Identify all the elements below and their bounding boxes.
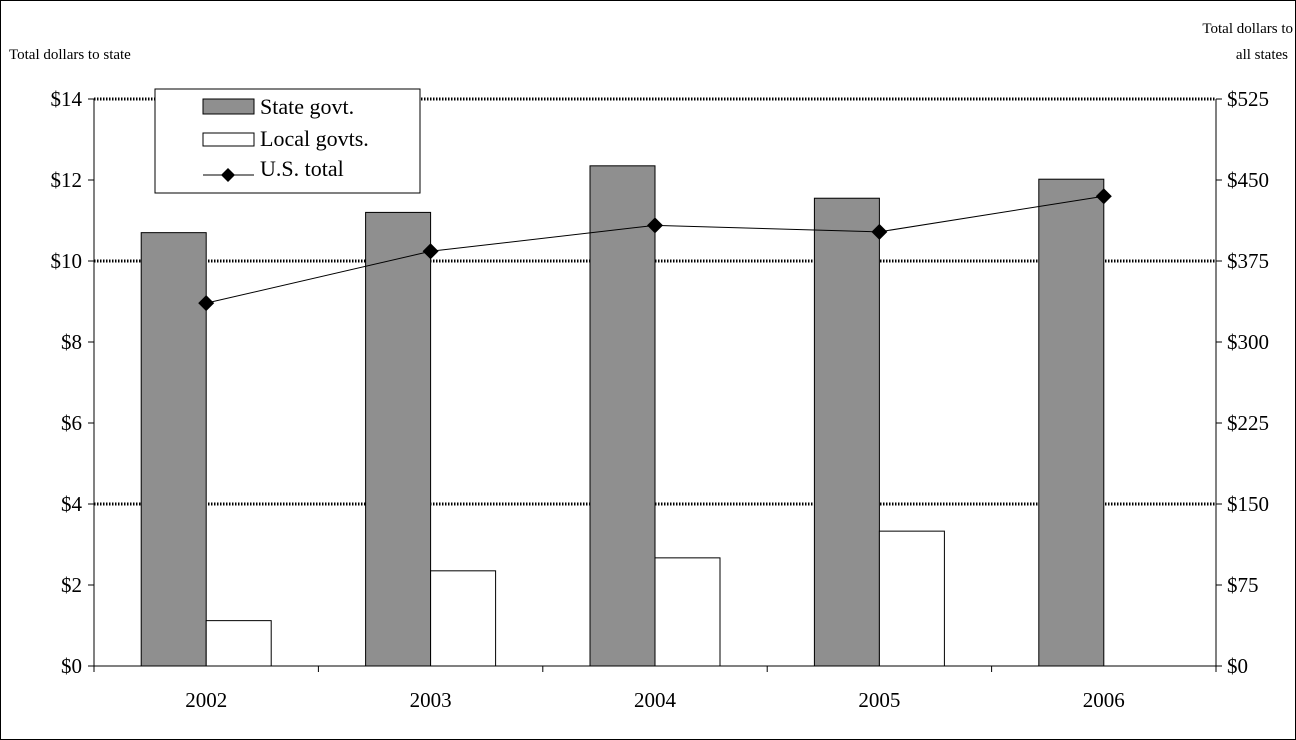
x-tick-label-2002: 2002 xyxy=(185,688,227,712)
left-tick-label-0: $0 xyxy=(61,654,82,678)
bar-local-govts-2002 xyxy=(205,620,272,667)
legend-swatch-local-govts xyxy=(202,132,255,147)
us-total-point-2006 xyxy=(1095,188,1112,205)
left-tick-label-4: $8 xyxy=(61,330,82,354)
right-tick-label-2: $150 xyxy=(1227,492,1269,516)
legend: State govt. Local govts. U.S. total xyxy=(154,88,421,194)
x-tick-label-2006: 2006 xyxy=(1083,688,1125,712)
bar-local-govts-2005 xyxy=(878,530,945,667)
us-total-point-2004 xyxy=(647,217,663,234)
legend-box xyxy=(154,88,421,194)
left-tick-label-5: $10 xyxy=(51,249,83,273)
left-tick-label-6: $12 xyxy=(51,168,83,192)
legend-swatch-state-govt xyxy=(202,98,255,115)
x-tick-label-2003: 2003 xyxy=(410,688,452,712)
legend-label-us-total: U.S. total xyxy=(260,156,344,181)
us-total-line xyxy=(198,188,1112,312)
legend-label-state-govt: State govt. xyxy=(260,94,354,119)
tick-labels: $0 $2 $4 $6 $8 $10 $12 $14 $0 $75 $150 $225 $300 $375… xyxy=(51,87,1270,712)
x-tick-label-2004: 2004 xyxy=(634,688,677,712)
bar-state-govt-2003 xyxy=(365,211,432,667)
left-tick-label-2: $4 xyxy=(61,492,83,516)
bar-state-govt-2006 xyxy=(1038,178,1105,667)
x-tick-label-2005: 2005 xyxy=(858,688,900,712)
bar-local-govts-2003 xyxy=(430,570,497,667)
right-axis-label-line-2: all states xyxy=(1236,47,1288,63)
bar-state-govt-2004 xyxy=(589,165,656,667)
bar-state-govt-2005 xyxy=(813,197,880,667)
axes xyxy=(88,98,1222,672)
legend-marker-us-total xyxy=(221,168,235,182)
right-tick-label-3: $225 xyxy=(1227,411,1269,435)
left-tick-label-3: $6 xyxy=(61,411,82,435)
us-total-point-2005 xyxy=(871,223,888,240)
right-tick-label-4: $300 xyxy=(1227,330,1269,354)
bar-local-govts-2004 xyxy=(654,557,721,667)
us-total-point-2003 xyxy=(422,243,439,260)
bars xyxy=(140,165,1105,667)
right-tick-label-7: $525 xyxy=(1227,87,1269,111)
left-tick-label-1: $2 xyxy=(61,573,82,597)
right-tick-label-0: $0 xyxy=(1227,654,1248,678)
bar-state-govt-2002 xyxy=(140,232,207,667)
legend-label-local-govts: Local govts. xyxy=(260,126,369,151)
left-axis-label: Total dollars to state xyxy=(9,47,131,63)
right-tick-label-1: $75 xyxy=(1227,573,1259,597)
right-tick-label-6: $450 xyxy=(1227,168,1269,192)
right-axis-label-line-1: Total dollars to xyxy=(1202,21,1293,37)
right-tick-label-5: $375 xyxy=(1227,249,1269,273)
us-total-point-2002 xyxy=(198,295,215,312)
left-tick-label-7: $14 xyxy=(51,87,83,111)
